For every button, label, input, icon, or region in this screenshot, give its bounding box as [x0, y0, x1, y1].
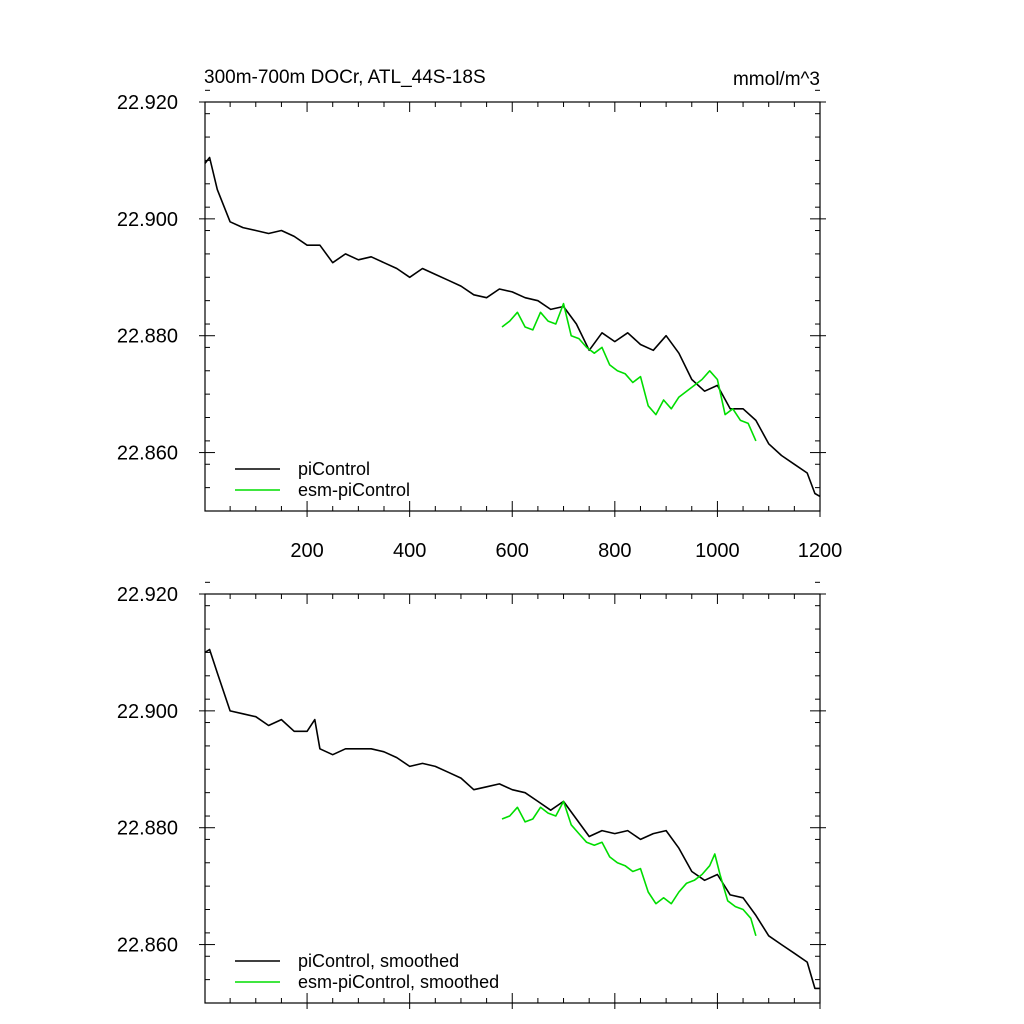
- series-line-esm-picontrol: [501, 800, 757, 937]
- legend-label: piControl, smoothed: [298, 951, 459, 971]
- legend-label: esm-piControl, smoothed: [298, 972, 499, 992]
- y-tick-label: 22.880: [117, 326, 178, 348]
- x-tick-label: 1000: [695, 540, 740, 562]
- units-label: mmol/m^3: [733, 69, 820, 90]
- series-line-picontrol: [204, 648, 820, 990]
- series-line-picontrol: [204, 156, 821, 498]
- x-tick-label: 800: [598, 540, 631, 562]
- bottom-panel: 22.860 22.880 22.900 22.920 piControl, smoot…: [117, 581, 826, 1009]
- x-tick-label: 400: [393, 540, 426, 562]
- plot-frame: [204, 593, 821, 1004]
- y-tick-label: 22.860: [117, 443, 178, 465]
- legend-label: piControl: [298, 459, 370, 479]
- x-tick-label: 600: [496, 540, 529, 562]
- y-tick-label: 22.900: [117, 209, 178, 231]
- x-tick-label: 200: [290, 540, 323, 562]
- y-tick-label: 22.920: [117, 92, 178, 114]
- y-tick-label: 22.860: [117, 935, 178, 957]
- y-tick-label: 22.920: [117, 584, 178, 606]
- plot-frame: [204, 101, 821, 512]
- chart-title: 300m-700m DOCr, ATL_44S-18S: [204, 67, 486, 88]
- y-tick-label: 22.900: [117, 701, 178, 723]
- series-line-esm-picontrol: [501, 302, 757, 442]
- top-panel: 300m-700m DOCr, ATL_44S-18S mmol/m^3 22.…: [117, 67, 842, 562]
- y-tick-label: 22.880: [117, 818, 178, 840]
- legend-label: esm-piControl: [298, 480, 410, 500]
- x-tick-label: 1200: [798, 540, 843, 562]
